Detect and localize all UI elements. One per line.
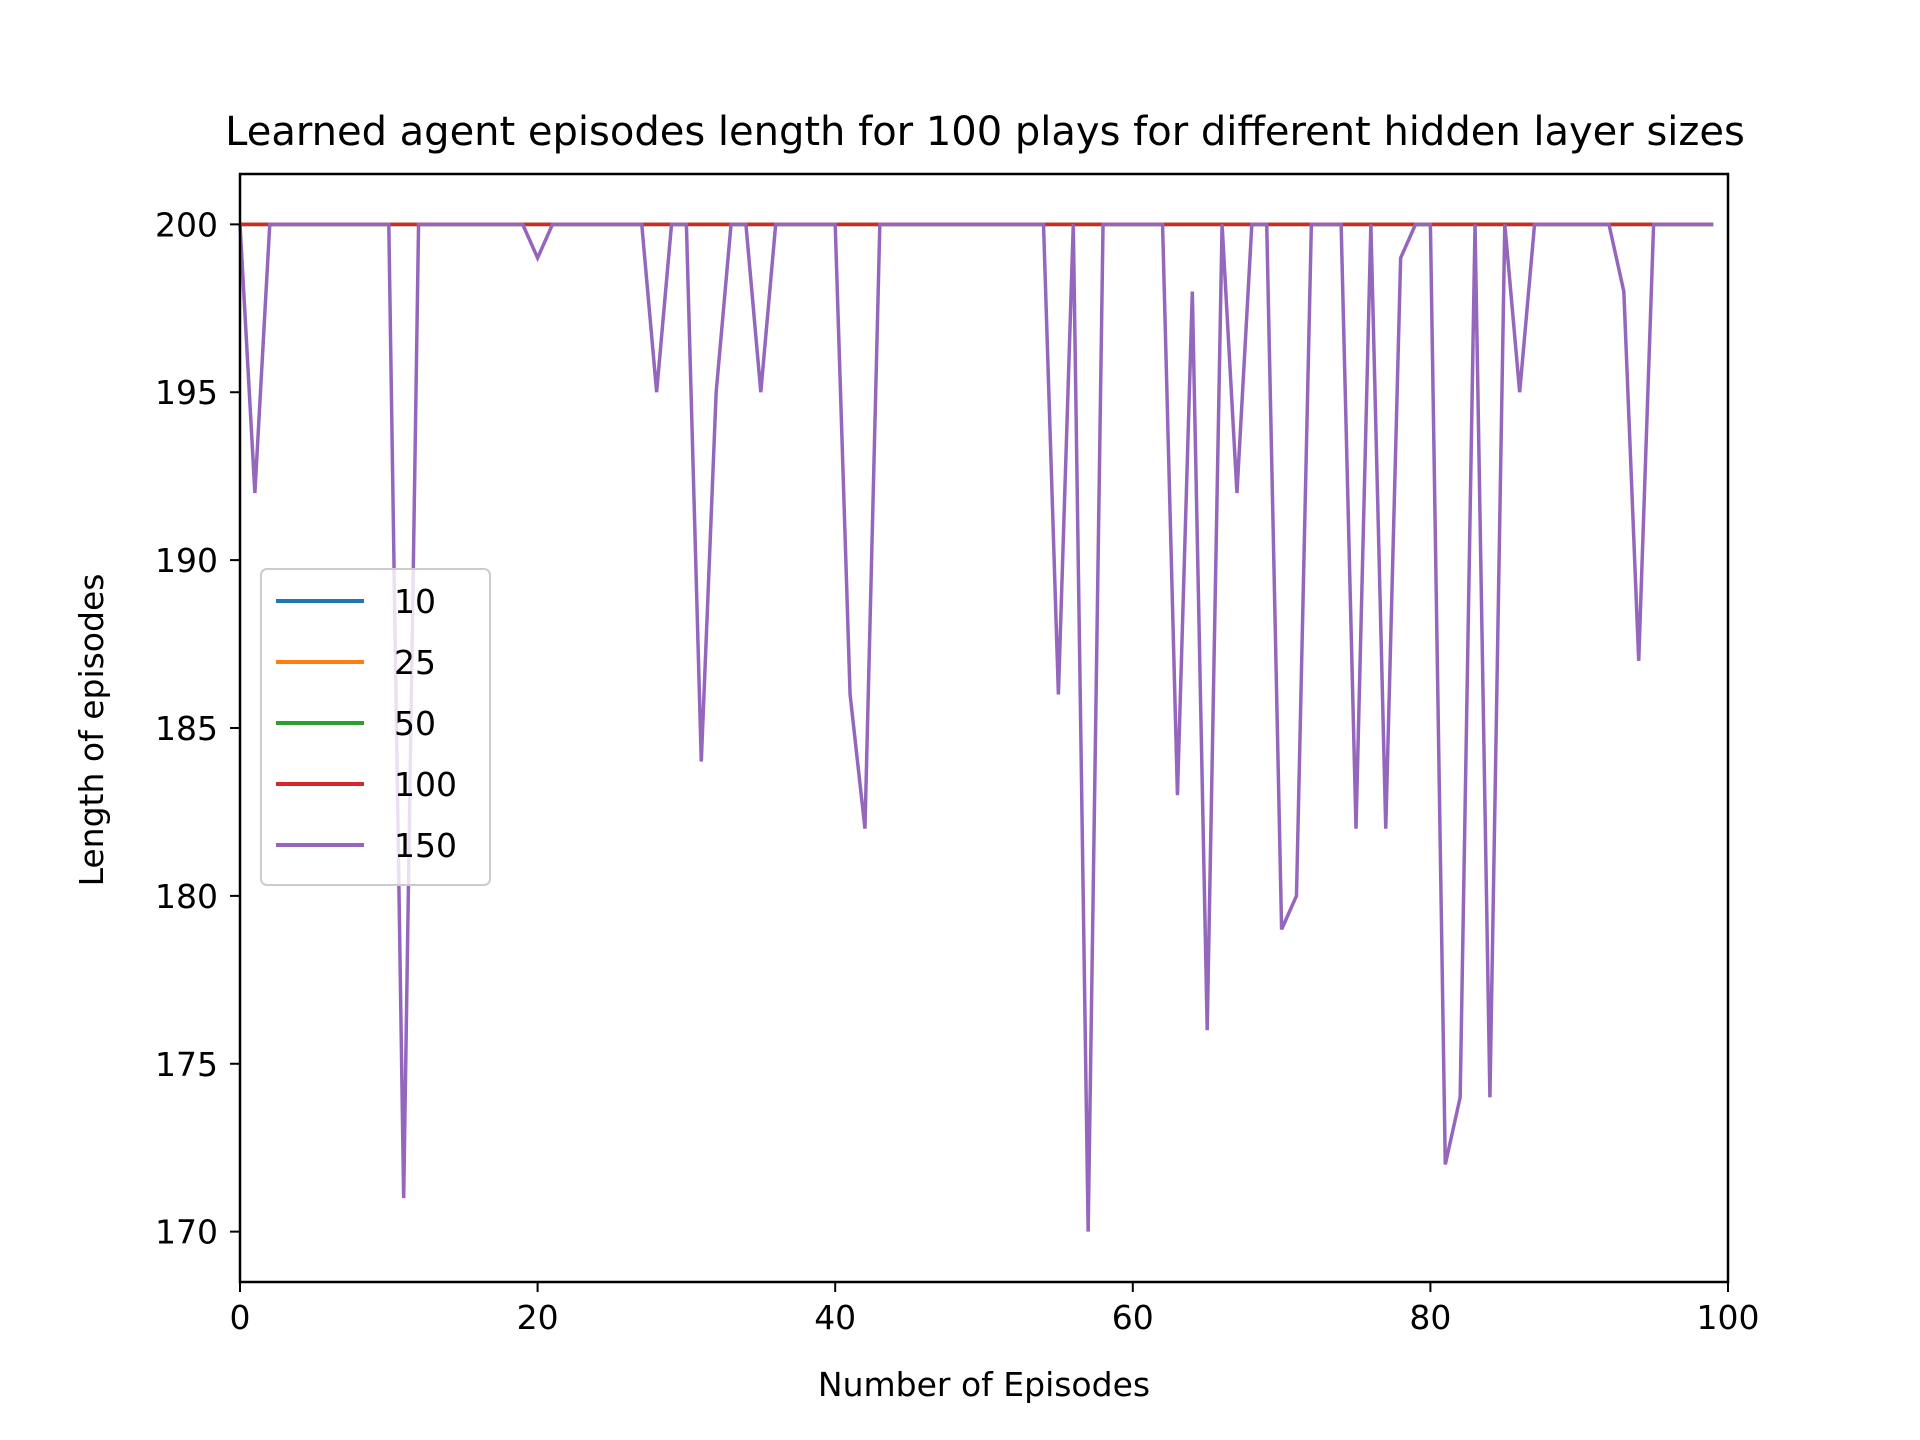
chart-title: Learned agent episodes length for 100 pl… bbox=[225, 109, 1745, 155]
y-tick-label: 185 bbox=[155, 709, 218, 748]
x-tick-label: 80 bbox=[1409, 1298, 1451, 1337]
x-axis: 0 20 40 60 80 100 bbox=[230, 1282, 1760, 1337]
y-tick-label: 170 bbox=[155, 1213, 218, 1252]
x-tick-label: 20 bbox=[517, 1298, 559, 1337]
y-tick-label: 175 bbox=[155, 1045, 218, 1084]
legend-label-25: 25 bbox=[394, 643, 436, 682]
x-axis-label: Number of Episodes bbox=[818, 1365, 1150, 1404]
legend-label-150: 150 bbox=[394, 826, 457, 865]
legend-label-100: 100 bbox=[394, 765, 457, 804]
plot-lines bbox=[238, 222, 1714, 1232]
y-axis: 170 175 180 185 190 195 200 bbox=[155, 205, 240, 1252]
legend: 10 25 50 100 150 bbox=[260, 568, 491, 886]
x-tick-label: 40 bbox=[814, 1298, 856, 1337]
x-tick-label: 100 bbox=[1697, 1298, 1760, 1337]
legend-label-10: 10 bbox=[394, 582, 436, 621]
y-tick-label: 195 bbox=[155, 373, 218, 412]
y-tick-label: 200 bbox=[155, 205, 218, 244]
x-tick-label: 60 bbox=[1112, 1298, 1154, 1337]
y-tick-label: 190 bbox=[155, 541, 218, 580]
y-axis-label: Length of episodes bbox=[72, 574, 111, 887]
legend-label-50: 50 bbox=[394, 704, 436, 743]
legend-box bbox=[260, 568, 491, 886]
x-tick-label: 0 bbox=[230, 1298, 251, 1337]
y-tick-label: 180 bbox=[155, 877, 218, 916]
series-line-150 bbox=[238, 222, 1714, 1232]
